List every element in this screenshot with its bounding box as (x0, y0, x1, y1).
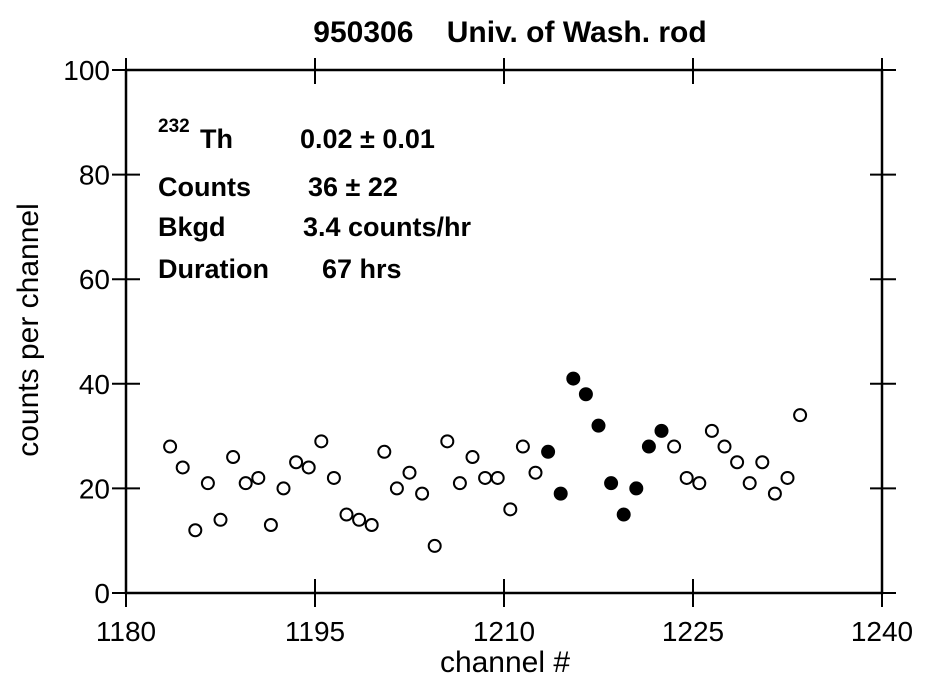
point (704, 423, 719, 438)
point (200, 476, 215, 491)
point (238, 476, 253, 491)
point (780, 470, 795, 485)
annotation-value: 67 hrs (322, 254, 402, 284)
x-tick-label: 1195 (285, 616, 345, 647)
chart-title: 950306 Univ. of Wash. rod (313, 16, 706, 49)
point (591, 418, 606, 433)
point (654, 423, 669, 438)
annotation-label: Th (200, 124, 233, 154)
point (402, 465, 417, 480)
point (339, 507, 354, 522)
point (465, 450, 480, 465)
annotation-label: Bkgd (158, 212, 226, 242)
x-tick-label: 1240 (851, 616, 913, 647)
point (541, 444, 556, 459)
point (415, 486, 430, 501)
point (755, 455, 770, 470)
point (440, 434, 455, 449)
point (289, 455, 304, 470)
point (667, 439, 682, 454)
annotation-label: Counts (158, 172, 251, 202)
point (427, 538, 442, 553)
y-axis-label: counts per channel (12, 203, 45, 457)
x-axis-label: channel # (440, 646, 570, 679)
point (528, 465, 543, 480)
point (629, 481, 644, 496)
point (188, 523, 203, 538)
point (692, 476, 707, 491)
point (515, 439, 530, 454)
point (503, 502, 518, 517)
annotation-value: 0.02 ± 0.01 (300, 124, 435, 154)
point (566, 371, 581, 386)
point (679, 470, 694, 485)
point (478, 470, 493, 485)
point (326, 470, 341, 485)
annotation-value: 3.4 counts/hr (303, 212, 472, 242)
point (767, 486, 782, 501)
point (377, 444, 392, 459)
point (263, 518, 278, 533)
point (604, 476, 619, 491)
y-tick-label: 0 (94, 578, 110, 609)
point (352, 512, 367, 527)
y-tick-label: 100 (63, 55, 110, 86)
annotation-superscript: 232 (158, 116, 190, 137)
point (742, 476, 757, 491)
x-tick-label: 1180 (96, 616, 156, 647)
annotation-label: Duration (158, 254, 269, 284)
x-tick-label: 1210 (473, 616, 535, 647)
point (163, 439, 178, 454)
point (314, 434, 329, 449)
y-tick-label: 20 (79, 473, 110, 504)
point (175, 460, 190, 475)
annotation-value: 36 ± 22 (308, 172, 398, 202)
point (730, 455, 745, 470)
x-tick-label: 1225 (662, 616, 724, 647)
point (717, 439, 732, 454)
point (553, 486, 568, 501)
point (276, 481, 291, 496)
plot-frame (124, 68, 884, 595)
point (251, 470, 266, 485)
point (364, 518, 379, 533)
point (490, 470, 505, 485)
point (578, 387, 593, 402)
point (793, 408, 808, 423)
point (641, 439, 656, 454)
point (226, 450, 241, 465)
y-tick-label: 60 (79, 264, 110, 295)
point (616, 507, 631, 522)
y-tick-label: 80 (79, 160, 110, 191)
y-tick-label: 40 (79, 369, 110, 400)
point (213, 512, 228, 527)
point (452, 476, 467, 491)
point (301, 460, 316, 475)
point (389, 481, 404, 496)
